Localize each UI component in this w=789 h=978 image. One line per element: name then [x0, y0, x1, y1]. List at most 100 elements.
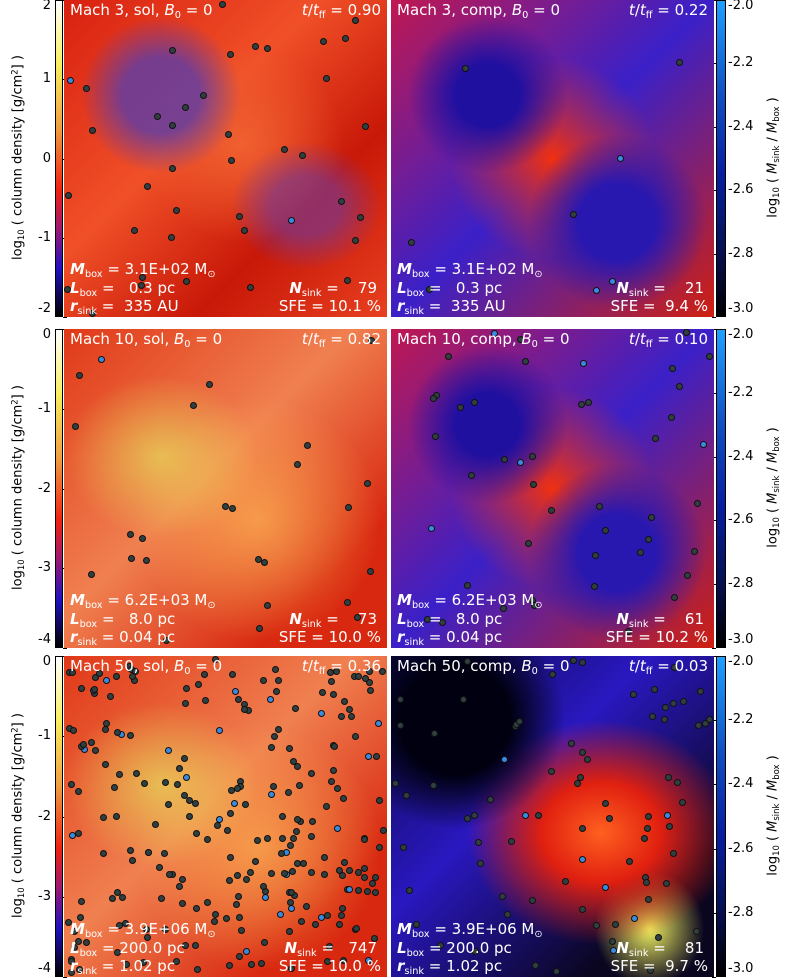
sink-particle: [370, 935, 378, 943]
sink-particle: [463, 657, 471, 665]
text-segment: box: [771, 763, 782, 780]
sink-particle: [439, 618, 447, 626]
sink-particle: [590, 583, 598, 591]
text-segment: = 0.04 pc: [424, 628, 503, 646]
sink-particle: [78, 685, 86, 693]
sink-particle: [445, 353, 453, 361]
sink-particle: [334, 825, 342, 833]
sink-particle: [64, 286, 72, 294]
sink-particle: [424, 615, 431, 623]
sink-particle: [151, 820, 159, 828]
tick-mark: [712, 392, 716, 394]
text-segment: ⊙: [207, 928, 216, 940]
sink-particle: [82, 85, 90, 93]
sink-particle: [299, 860, 307, 868]
sink-particle: [680, 698, 688, 706]
sink-particle: [609, 277, 617, 285]
sink-particle: [319, 38, 327, 46]
tick-mark: [712, 784, 716, 786]
colorbar-label: log10 ( Msink / Mbox ): [766, 337, 782, 637]
sink-particle: [115, 922, 123, 930]
text-segment: = 0.90: [325, 1, 381, 19]
text-segment: = 200.0 pc: [97, 939, 185, 957]
text-segment: box: [79, 947, 98, 959]
sink-particle: [503, 911, 511, 919]
colorbar-right: [716, 656, 726, 977]
colorbar-label: log10 ( Msink / Mbox ): [766, 665, 782, 965]
colorbar-left: [55, 0, 63, 317]
text-segment: = 6.2E+03 M: [102, 591, 208, 609]
tick-mark: [712, 520, 716, 522]
sink-particle: [461, 64, 469, 72]
tick-label: -2.0: [728, 654, 754, 669]
sink-particle: [696, 687, 704, 695]
text-segment: = 335 AU: [97, 297, 179, 315]
panel-time: t/tff = 0.82: [301, 330, 381, 349]
sink-particle: [161, 925, 169, 933]
tick-mark: [712, 912, 716, 914]
text-segment: 0: [184, 665, 191, 677]
sink-particle: [354, 673, 362, 681]
sink-particle: [356, 214, 364, 222]
sink-particle: [182, 700, 190, 708]
tick-mark: [712, 63, 716, 65]
text-segment: N: [289, 610, 302, 628]
text-segment: log: [10, 569, 26, 590]
tick-mark: [63, 317, 67, 318]
sink-particle: [580, 360, 588, 368]
panel-nsink: Nsink = 747: [285, 940, 377, 958]
sink-particle: [129, 856, 137, 864]
sink-particle: [644, 825, 652, 833]
sink-particle: [229, 504, 237, 512]
sink-particle: [367, 686, 375, 694]
panel-sfe: SFE = 10.1 %: [279, 298, 381, 314]
colorbar-left: [55, 329, 63, 648]
text-segment: Mach 50, comp,: [397, 657, 522, 675]
text-segment: = 0: [190, 657, 223, 675]
text-segment: sink: [404, 305, 425, 317]
sink-particle: [113, 812, 121, 820]
sink-particle: [144, 933, 152, 941]
sink-particle: [192, 905, 200, 913]
text-segment: B: [164, 1, 175, 19]
sink-particle: [223, 827, 231, 835]
sink-particle: [126, 732, 134, 740]
sink-particle: [114, 888, 122, 896]
sink-particle: [507, 837, 515, 845]
sink-particle: [308, 833, 316, 841]
sink-particle: [64, 919, 72, 927]
panel-mbox: Mbox = 3.1E+02 M⊙: [70, 261, 216, 279]
sink-particle: [227, 157, 235, 165]
text-segment: ⊙: [534, 599, 543, 611]
sink-particle: [311, 920, 319, 928]
sink-particle: [72, 422, 80, 430]
sink-particle: [663, 812, 671, 820]
colorbar-left: [55, 656, 63, 977]
sink-particle: [247, 960, 255, 968]
sink-particle: [670, 849, 678, 857]
panel-sfe: SFE = 10.0 %: [279, 958, 381, 974]
panel-mbox: Mbox = 3.9E+06 M⊙: [397, 920, 543, 939]
sink-particle: [683, 572, 691, 580]
text-segment: M: [397, 920, 412, 938]
text-segment: ): [765, 96, 781, 106]
sink-particle: [68, 668, 76, 676]
sink-particle: [637, 548, 645, 556]
sink-particle: [470, 398, 478, 406]
sink-particle: [340, 795, 348, 803]
sink-particle: [579, 659, 587, 667]
text-segment: sink: [771, 475, 782, 493]
sink-particle: [364, 956, 372, 964]
text-segment: M: [397, 260, 412, 278]
sink-particle: [288, 905, 296, 913]
sink-particle: [371, 873, 379, 881]
sink-particle: [64, 191, 72, 199]
text-segment: 0: [522, 9, 529, 21]
sink-particle: [341, 858, 349, 866]
text-segment: 0: [531, 338, 538, 350]
text-segment: ( column density [g/cm: [10, 732, 26, 887]
text-segment: t: [301, 330, 308, 348]
tick-mark: [712, 848, 716, 850]
sink-particle: [161, 778, 169, 786]
text-segment: r: [70, 957, 78, 975]
